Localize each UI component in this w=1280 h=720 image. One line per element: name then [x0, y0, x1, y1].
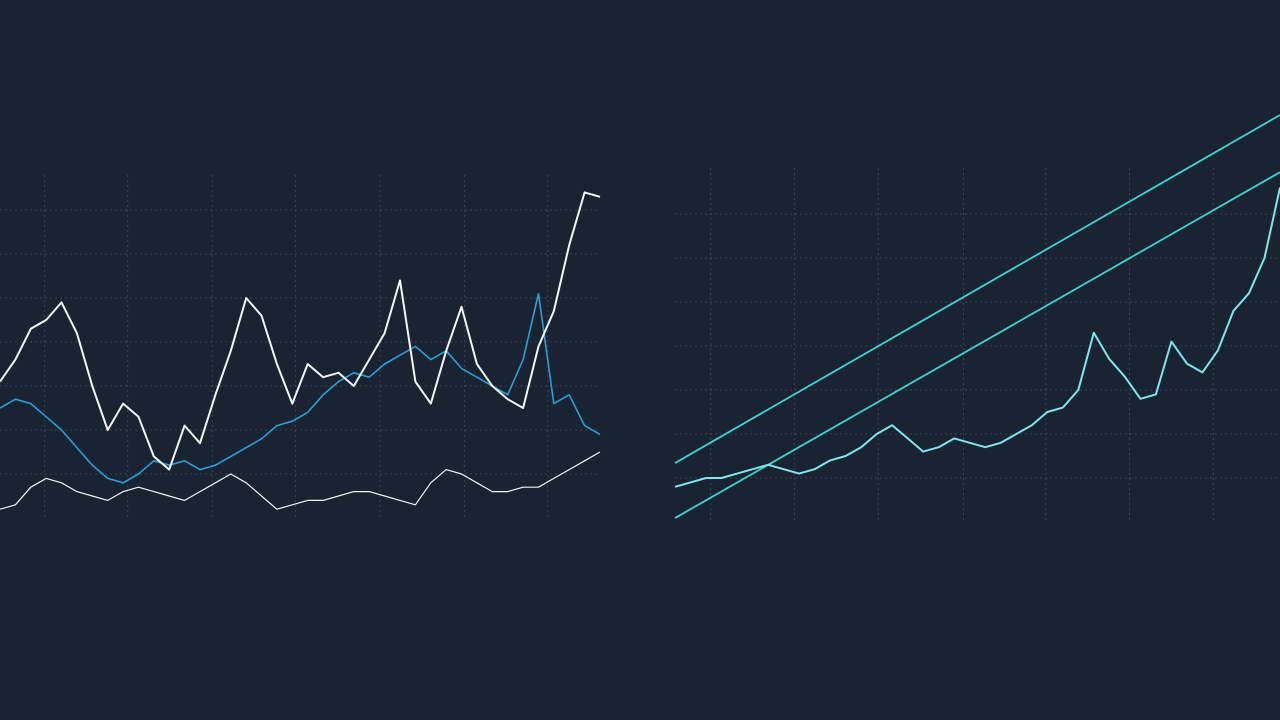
series-line	[674, 187, 1280, 488]
series-line	[0, 292, 601, 484]
series-line	[0, 191, 601, 471]
trend-line	[674, 171, 1280, 519]
series-line	[0, 451, 601, 510]
trend-line	[674, 114, 1280, 464]
